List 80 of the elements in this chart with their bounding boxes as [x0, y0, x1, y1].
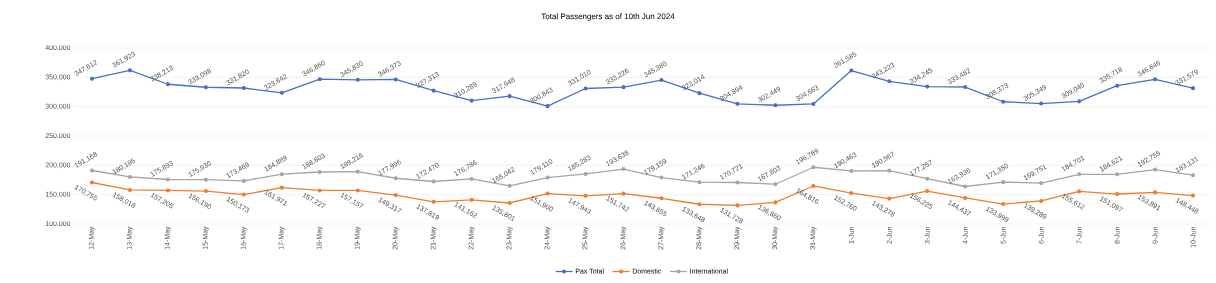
point: [545, 175, 550, 180]
point: [127, 68, 133, 73]
point: [279, 172, 284, 177]
point: [659, 77, 664, 83]
point: [89, 168, 95, 173]
point: [1039, 198, 1044, 203]
point: [1077, 172, 1082, 177]
point: [317, 169, 322, 175]
point: [89, 180, 95, 185]
point: [1190, 173, 1196, 178]
point: [925, 84, 930, 89]
point: [735, 203, 740, 208]
point: [279, 185, 284, 190]
point: [393, 176, 398, 181]
point: [1153, 190, 1158, 195]
point: [317, 77, 322, 82]
point: [1115, 83, 1120, 88]
point: [469, 176, 474, 181]
point: [811, 101, 816, 106]
point: [621, 167, 626, 172]
point: [431, 199, 436, 204]
point: [697, 202, 702, 207]
point: [621, 85, 626, 90]
point: [203, 85, 208, 90]
point: [963, 184, 968, 189]
point: [1190, 193, 1196, 198]
point: [1001, 99, 1006, 104]
point: [1190, 86, 1196, 91]
point: [1153, 77, 1158, 82]
point: [1077, 189, 1082, 194]
point: [773, 182, 778, 187]
point: [165, 177, 170, 182]
point: [317, 188, 322, 193]
point: [1115, 172, 1120, 177]
point: [963, 84, 968, 90]
point: [811, 165, 816, 170]
point: [773, 103, 778, 108]
point: [1001, 180, 1006, 185]
point: [1153, 167, 1158, 172]
point: [393, 77, 398, 82]
point: [849, 68, 854, 73]
point: [659, 175, 664, 180]
point: [735, 180, 740, 185]
point: [203, 177, 208, 182]
point: [735, 101, 740, 106]
point: [241, 192, 246, 197]
point: [1039, 181, 1044, 186]
point: [621, 191, 626, 196]
point: [583, 193, 588, 198]
point: [279, 90, 284, 95]
point: [773, 200, 778, 205]
point: [1077, 99, 1082, 104]
point: [887, 168, 892, 173]
point: [545, 191, 550, 196]
point: [165, 188, 170, 193]
point: [697, 91, 702, 96]
point: [507, 94, 512, 99]
point: [89, 76, 95, 81]
point: [887, 196, 892, 201]
point: [355, 188, 360, 193]
point: [431, 88, 436, 93]
point: [697, 180, 702, 185]
point: [355, 77, 360, 82]
point: [431, 179, 436, 184]
point: [583, 86, 588, 91]
point: [355, 169, 360, 174]
point: [469, 98, 474, 103]
point: [165, 82, 170, 87]
point: [849, 168, 854, 173]
point: [507, 183, 512, 188]
point: [925, 176, 930, 181]
point: [1039, 101, 1044, 106]
point: [545, 104, 550, 109]
point: [241, 178, 246, 183]
point: [963, 195, 968, 200]
point: [887, 79, 892, 84]
point: [583, 171, 588, 177]
point: [127, 174, 133, 179]
point: [469, 197, 474, 202]
point: [241, 85, 246, 91]
